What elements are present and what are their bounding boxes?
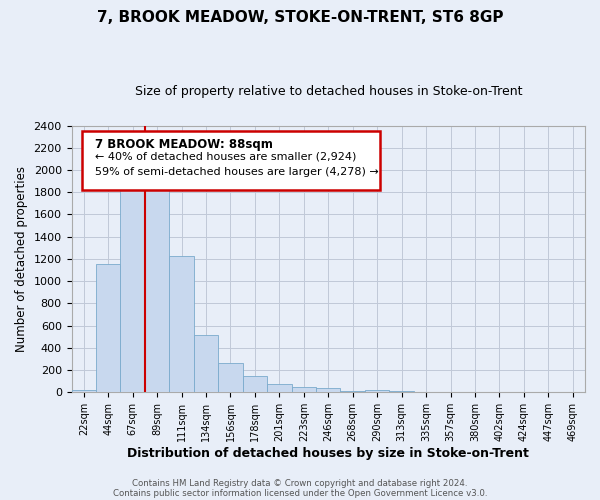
- Bar: [218, 363, 242, 392]
- Bar: [292, 387, 316, 392]
- Bar: [121, 176, 145, 392]
- Y-axis label: Number of detached properties: Number of detached properties: [15, 166, 28, 352]
- Bar: [71, 390, 96, 392]
- Text: Contains HM Land Registry data © Crown copyright and database right 2024.: Contains HM Land Registry data © Crown c…: [132, 478, 468, 488]
- Title: Size of property relative to detached houses in Stoke-on-Trent: Size of property relative to detached ho…: [134, 85, 522, 98]
- Bar: [169, 256, 194, 392]
- Bar: [194, 334, 218, 392]
- Bar: [145, 188, 169, 392]
- Bar: [316, 388, 340, 392]
- Bar: [365, 390, 389, 392]
- Text: 7 BROOK MEADOW: 88sqm: 7 BROOK MEADOW: 88sqm: [95, 138, 272, 150]
- Bar: [340, 391, 365, 392]
- Bar: [242, 376, 267, 392]
- Text: ← 40% of detached houses are smaller (2,924): ← 40% of detached houses are smaller (2,…: [95, 152, 356, 162]
- X-axis label: Distribution of detached houses by size in Stoke-on-Trent: Distribution of detached houses by size …: [127, 447, 529, 460]
- Text: 7, BROOK MEADOW, STOKE-ON-TRENT, ST6 8GP: 7, BROOK MEADOW, STOKE-ON-TRENT, ST6 8GP: [97, 10, 503, 25]
- Text: 59% of semi-detached houses are larger (4,278) →: 59% of semi-detached houses are larger (…: [95, 167, 379, 177]
- Bar: [267, 384, 292, 392]
- Bar: [96, 264, 121, 392]
- Text: Contains public sector information licensed under the Open Government Licence v3: Contains public sector information licen…: [113, 488, 487, 498]
- FancyBboxPatch shape: [82, 131, 380, 190]
